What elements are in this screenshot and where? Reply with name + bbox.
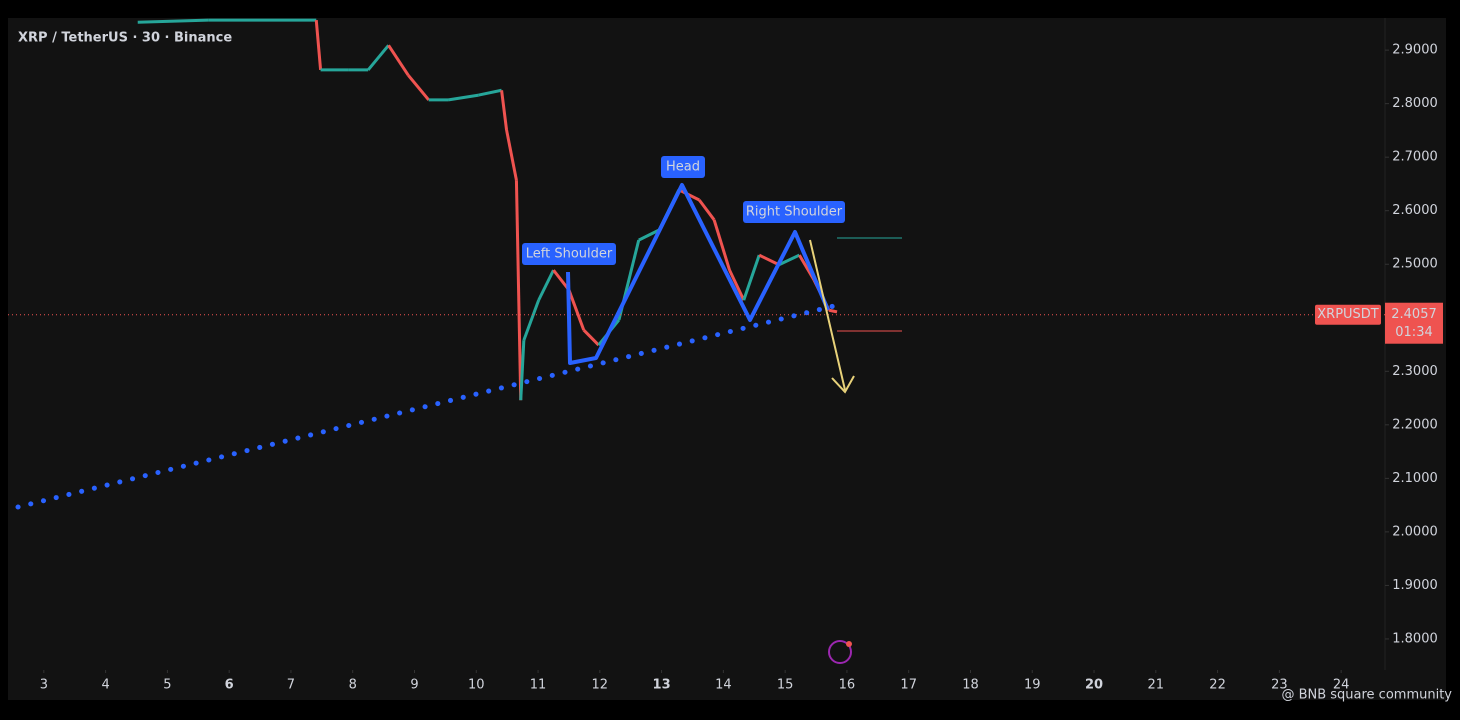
arrow	[809, 239, 846, 391]
x-tick-label: 3	[40, 678, 48, 693]
y-tick-label: 2.5000	[1392, 257, 1438, 272]
plot: 1.8000 1.9000 2.0000 2.1000 2.2000 2.3000 2.40…	[8, 18, 1443, 693]
x-tick-label: 24	[1333, 678, 1350, 693]
x-tick-label: 8	[349, 678, 357, 693]
price-segment	[387, 44, 410, 77]
price-segment	[778, 253, 800, 267]
x-tick-label: 21	[1148, 678, 1165, 693]
x-tick-label: 7	[287, 678, 295, 693]
x-tick-label: 9	[410, 678, 418, 693]
y-tick-label: 2.0000	[1392, 524, 1438, 539]
y-tick-label: 2.2000	[1392, 417, 1438, 432]
alert-icon[interactable]	[828, 640, 852, 664]
x-tick-label: 17	[900, 678, 917, 693]
x-tick-label: 20	[1085, 678, 1103, 693]
arrow-head	[831, 375, 855, 394]
x-tick-label: 4	[101, 678, 109, 693]
chart-bg	[8, 18, 1446, 700]
price-segment	[519, 340, 526, 401]
price-segment	[500, 90, 509, 131]
price-segment	[742, 254, 761, 301]
annotation: Head	[666, 160, 700, 175]
price-segment	[367, 44, 390, 71]
x-tick-label: 10	[468, 678, 485, 693]
price-segment	[537, 269, 555, 301]
x-tick-label: 19	[1024, 678, 1041, 693]
price-segment	[478, 88, 502, 97]
symbol-label: XRPUSDT	[1317, 307, 1379, 322]
price-segment	[638, 228, 660, 242]
y-tick-label: 1.9000	[1392, 578, 1438, 593]
y-tick-label: 2.7000	[1392, 150, 1438, 165]
price-segment	[448, 93, 479, 102]
x-tick-label: 22	[1209, 678, 1226, 693]
pattern-line	[566, 183, 830, 365]
price-segment	[567, 289, 586, 331]
x-tick-label: 18	[962, 678, 979, 693]
price-segment	[712, 219, 731, 271]
y-tick-label: 2.3000	[1392, 364, 1438, 379]
alert-dot	[846, 641, 852, 647]
x-tick-label: 14	[715, 678, 732, 693]
x-tick-label: 12	[592, 678, 609, 693]
x-tick-label: 15	[777, 678, 794, 693]
y-tick-label: 2.9000	[1392, 43, 1438, 58]
price-segment	[582, 329, 600, 347]
x-tick-label: 13	[653, 678, 671, 693]
price-label: 2.4057	[1391, 307, 1437, 322]
label-box	[661, 156, 705, 178]
chart-title: XRP / TetherUS · 30 · Binance	[18, 31, 232, 46]
label-box	[743, 201, 845, 223]
price-segment	[407, 74, 430, 101]
price-tag	[1385, 302, 1443, 344]
price-segment	[728, 269, 746, 301]
x-tick-label: 5	[163, 678, 171, 693]
price-segment	[758, 253, 780, 267]
y-tick-label: 2.8000	[1392, 96, 1438, 111]
label-box	[522, 243, 616, 265]
x-tick-label: 16	[839, 678, 856, 693]
price-segment	[828, 308, 838, 314]
y-tick-label: 2.6000	[1392, 203, 1438, 218]
price-segment	[522, 299, 541, 341]
price-segment	[698, 199, 716, 221]
x-tick-label: 11	[530, 678, 547, 693]
x-tick-label: 23	[1271, 678, 1288, 693]
y-tick-label: 2.1000	[1392, 471, 1438, 486]
price-segment	[505, 129, 518, 181]
y-tick-label: 1.8000	[1392, 631, 1438, 646]
symbol-tag	[1315, 304, 1381, 325]
annotation: Left Shoulder	[526, 247, 613, 262]
countdown: 01:34	[1395, 325, 1432, 340]
x-tick-label: 6	[225, 678, 234, 693]
price-segment	[314, 20, 323, 71]
watermark: @ BNB square community	[1281, 688, 1452, 703]
annotation: Right Shoulder	[746, 205, 843, 220]
price-segment	[514, 180, 523, 401]
price-segment	[137, 18, 209, 24]
